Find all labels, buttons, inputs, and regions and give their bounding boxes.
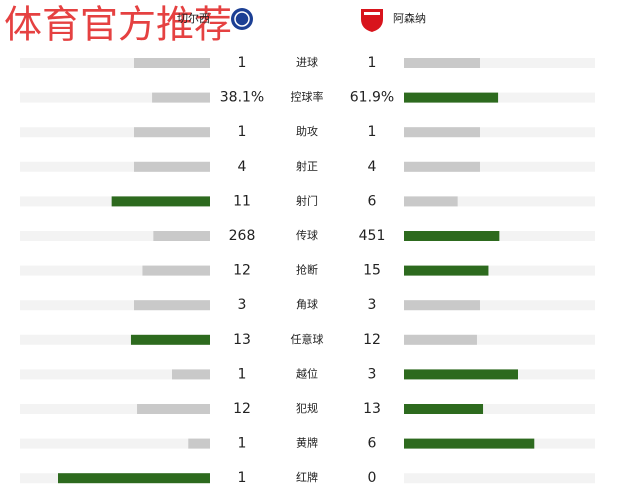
home-bar: [130, 334, 210, 345]
home-value: 268: [229, 228, 256, 244]
away-value: 451: [359, 228, 386, 244]
away-value: 3: [368, 297, 377, 313]
away-track: [404, 231, 595, 241]
away-track: [404, 300, 595, 311]
stat-label: 射正: [296, 159, 318, 173]
away-value: 13: [363, 401, 381, 417]
stat-label: 越位: [296, 366, 318, 380]
home-team: 切尔西: [177, 12, 210, 25]
home-value: 1: [238, 366, 247, 382]
home-value: 13: [233, 332, 251, 348]
away-crest: [361, 9, 383, 32]
home-value: 1: [238, 436, 247, 452]
home-track: [20, 92, 210, 103]
away-value: 1: [368, 124, 377, 140]
home-track: [20, 334, 210, 345]
away-track: [404, 92, 595, 103]
away-bar: [404, 92, 499, 103]
home-bar: [134, 127, 210, 138]
home-track: [20, 58, 210, 68]
away-value: 12: [363, 332, 381, 348]
watermark: 体育官方推荐: [4, 3, 232, 47]
away-bar: [404, 404, 484, 414]
home-value: 4: [238, 159, 247, 175]
away-bar: [404, 58, 480, 68]
away-track: [404, 196, 595, 207]
home-value: 1: [238, 124, 247, 140]
home-track: [20, 300, 210, 311]
home-crest: [231, 8, 253, 30]
away-team: 阿森纳: [393, 11, 426, 25]
stat-label: 控球率: [291, 90, 324, 104]
home-track: [20, 231, 210, 241]
stat-label: 传球: [296, 228, 318, 242]
away-value: 61.9%: [350, 90, 394, 106]
away-value: 15: [363, 263, 381, 279]
home-track: [20, 265, 210, 276]
home-bar: [134, 300, 210, 311]
home-bar: [137, 404, 210, 414]
away-bar: [404, 334, 477, 345]
away-value: 6: [368, 436, 377, 452]
away-bar: [404, 127, 480, 138]
home-track: [20, 161, 210, 172]
home-value: 1: [238, 470, 247, 486]
away-bar: [404, 161, 480, 172]
home-value: 12: [233, 263, 251, 279]
away-bar: [404, 438, 535, 449]
away-track: [404, 265, 595, 276]
away-bar: [404, 231, 500, 241]
stat-label: 红牌: [296, 470, 318, 484]
stat-label: 黄牌: [296, 436, 318, 450]
home-bar: [134, 58, 210, 68]
home-bar: [134, 161, 210, 172]
away-track: [404, 473, 595, 484]
away-track: [404, 334, 595, 345]
stat-label: 犯规: [296, 401, 318, 415]
home-value: 1: [238, 55, 247, 71]
away-value: 0: [368, 470, 377, 486]
stat-label: 进球: [296, 55, 318, 69]
home-value: 12: [233, 401, 251, 417]
home-value: 38.1%: [220, 90, 264, 106]
home-bar: [58, 473, 210, 484]
home-track: [20, 438, 210, 449]
away-bar: [404, 300, 480, 311]
away-value: 4: [368, 159, 377, 175]
home-track: [20, 127, 210, 138]
stat-label: 角球: [296, 297, 318, 311]
away-bar: [404, 369, 518, 380]
home-bar: [111, 196, 210, 207]
home-track: [20, 404, 210, 414]
away-value: 3: [368, 366, 377, 382]
home-bar: [142, 265, 210, 276]
stat-label: 助攻: [296, 124, 318, 138]
home-bar: [188, 438, 210, 449]
away-track: [404, 127, 595, 138]
home-track: [20, 369, 210, 380]
away-track: [404, 161, 595, 172]
stat-label: 任意球: [291, 332, 324, 346]
stat-label: 抢断: [296, 263, 318, 277]
away-bar: [404, 265, 489, 276]
home-value: 3: [238, 297, 247, 313]
home-bar: [153, 231, 210, 241]
stat-label: 射门: [296, 193, 318, 207]
away-value: 1: [368, 55, 377, 71]
away-bar: [404, 196, 458, 207]
away-track: [404, 58, 595, 68]
home-bar: [152, 92, 210, 103]
home-value: 11: [233, 193, 251, 209]
home-bar: [172, 369, 210, 380]
away-track: [404, 404, 595, 414]
away-value: 6: [368, 193, 377, 209]
